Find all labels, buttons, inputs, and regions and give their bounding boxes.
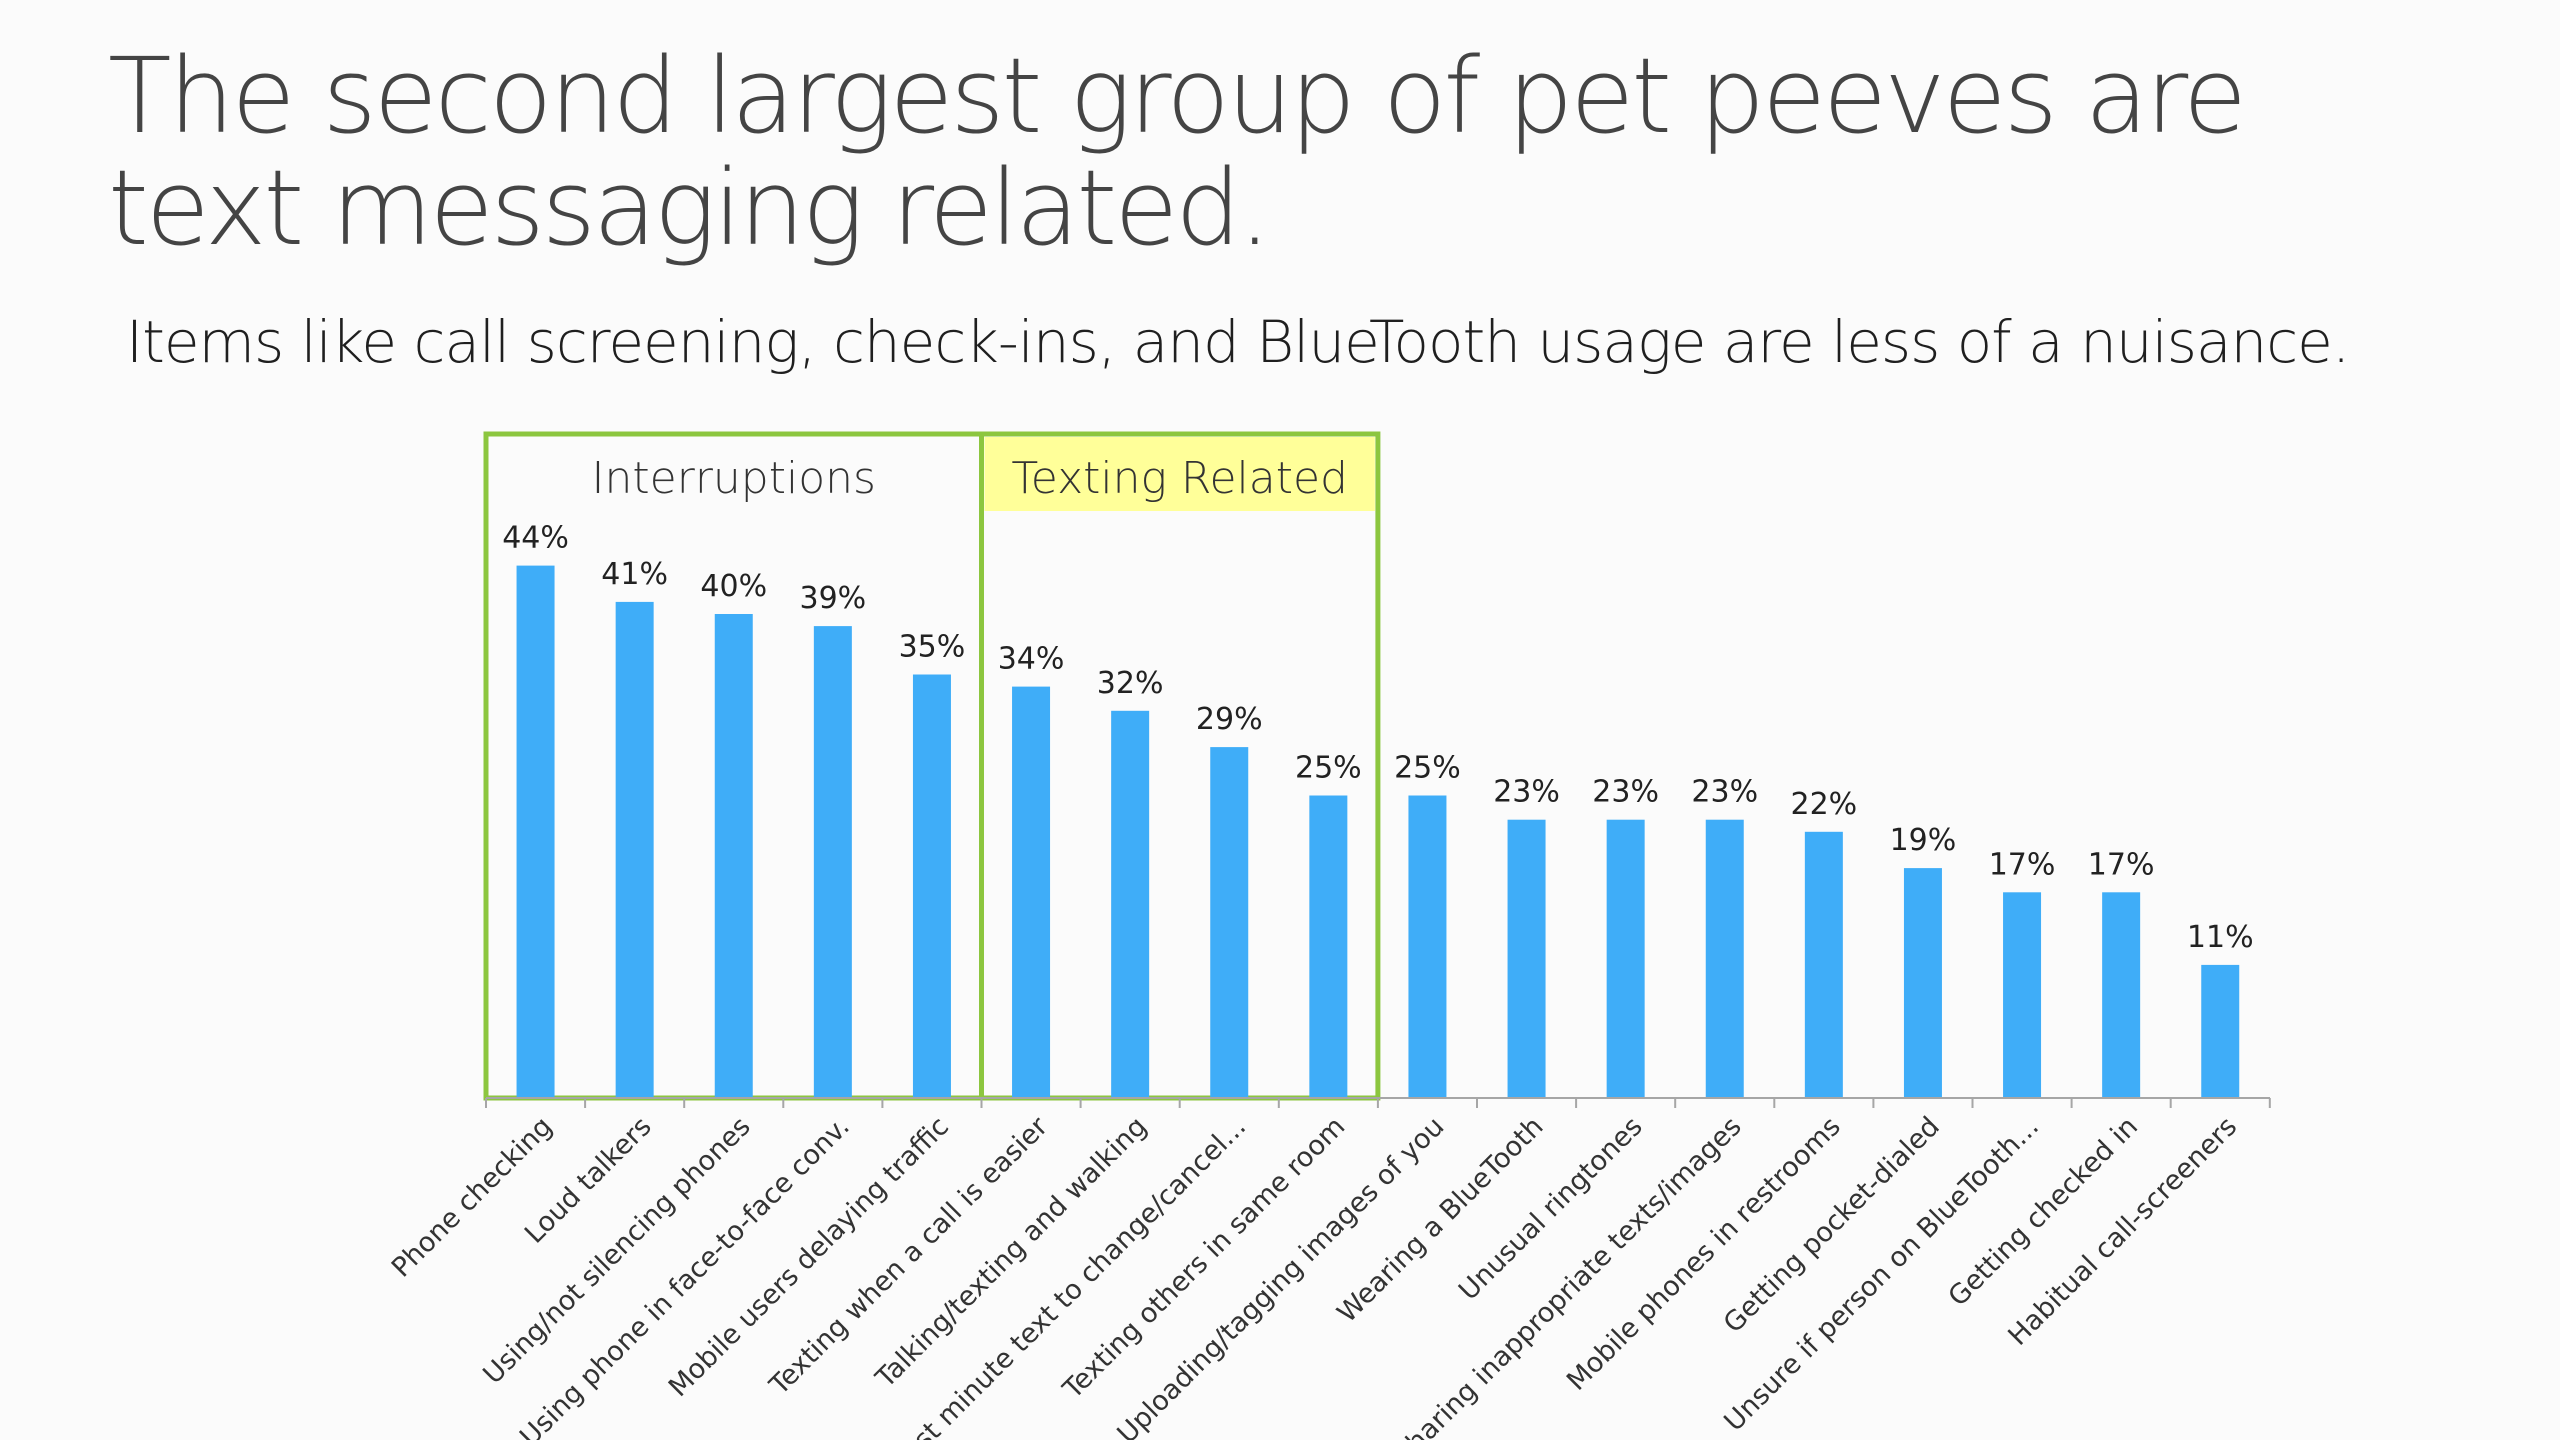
category-label-11: Unusual ringtones: [1453, 1111, 1649, 1307]
x-axis: [485, 1097, 2271, 1108]
bar-7: [1210, 747, 1249, 1098]
bar-1: [615, 601, 654, 1098]
group-label-1: Texting Related: [1011, 453, 1348, 504]
data-label-2: 40%: [700, 569, 767, 604]
data-label-16: 17%: [2088, 847, 2155, 882]
data-labels: 44% 41% 40% 39% 35% 34% 32% 29% 25% 25% 23% 23% 23% 2…: [502, 521, 2253, 955]
group-label-0: Interruptions: [592, 453, 876, 504]
data-label-14: 19%: [1890, 823, 1957, 858]
data-label-15: 17%: [1989, 847, 2056, 882]
bar-11: [1606, 819, 1645, 1098]
data-label-0: 44%: [502, 521, 569, 556]
data-label-8: 25%: [1295, 751, 1362, 786]
slide-title: The second largest group of pet peeves a…: [108, 35, 2247, 269]
bars: [516, 565, 2240, 1098]
data-label-12: 23%: [1691, 775, 1758, 810]
bar-10: [1507, 819, 1546, 1098]
bar-13: [1804, 831, 1843, 1098]
data-label-11: 23%: [1592, 775, 1659, 810]
bar-9: [1408, 795, 1447, 1098]
bar-2: [714, 614, 753, 1098]
bar-16: [2102, 892, 2141, 1098]
data-label-3: 39%: [800, 581, 867, 616]
data-label-5: 34%: [998, 642, 1065, 677]
bar-17: [2201, 964, 2240, 1098]
category-label-0: Phone checking: [386, 1111, 559, 1284]
bar-0: [516, 565, 555, 1098]
data-label-10: 23%: [1493, 775, 1560, 810]
data-label-9: 25%: [1394, 751, 1461, 786]
bar-8: [1309, 795, 1348, 1098]
bar-14: [1903, 868, 1942, 1098]
bar-12: [1705, 819, 1744, 1098]
group-highlight-1: [984, 437, 1375, 511]
slide-subtitle: Items like call screening, check-ins, an…: [126, 308, 2350, 376]
data-label-13: 22%: [1791, 787, 1858, 822]
bar-3: [813, 626, 852, 1098]
data-label-7: 29%: [1196, 702, 1263, 737]
bar-5: [1012, 686, 1051, 1098]
data-label-1: 41%: [601, 557, 668, 592]
data-label-6: 32%: [1097, 666, 1164, 701]
bar-15: [2003, 892, 2042, 1098]
category-label-16: Getting checked in: [1943, 1111, 2145, 1313]
bar-4: [912, 674, 951, 1098]
data-label-17: 11%: [2187, 920, 2254, 955]
bar-6: [1111, 710, 1150, 1098]
data-label-4: 35%: [899, 630, 966, 665]
